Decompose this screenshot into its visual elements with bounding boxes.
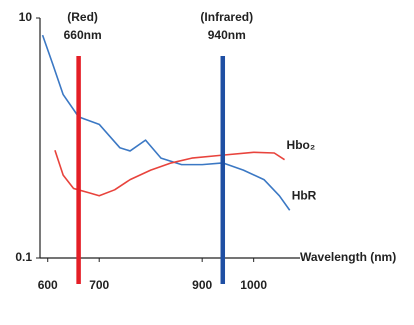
x-tick-label: 700	[89, 278, 109, 292]
x-tick-label: 1000	[240, 278, 267, 292]
y-tick-label: 10	[19, 10, 33, 24]
chart: Wavelength (nm) 0.1 10 600 700 900 1000 HbR Hbo…	[0, 0, 414, 320]
marker-label: 660nm	[64, 28, 102, 42]
marker-label: 940nm	[208, 28, 246, 42]
series-label: HbR	[292, 188, 317, 202]
marker-label: (Red)	[67, 10, 98, 24]
marker-label: (Infrared)	[200, 10, 253, 24]
x-tick-label: 900	[192, 278, 212, 292]
x-axis-label: Wavelength (nm)	[300, 250, 396, 264]
x-tick-label: 600	[38, 278, 58, 292]
series-label: Hbo₂	[287, 138, 316, 152]
y-tick-label: 0.1	[15, 250, 32, 264]
